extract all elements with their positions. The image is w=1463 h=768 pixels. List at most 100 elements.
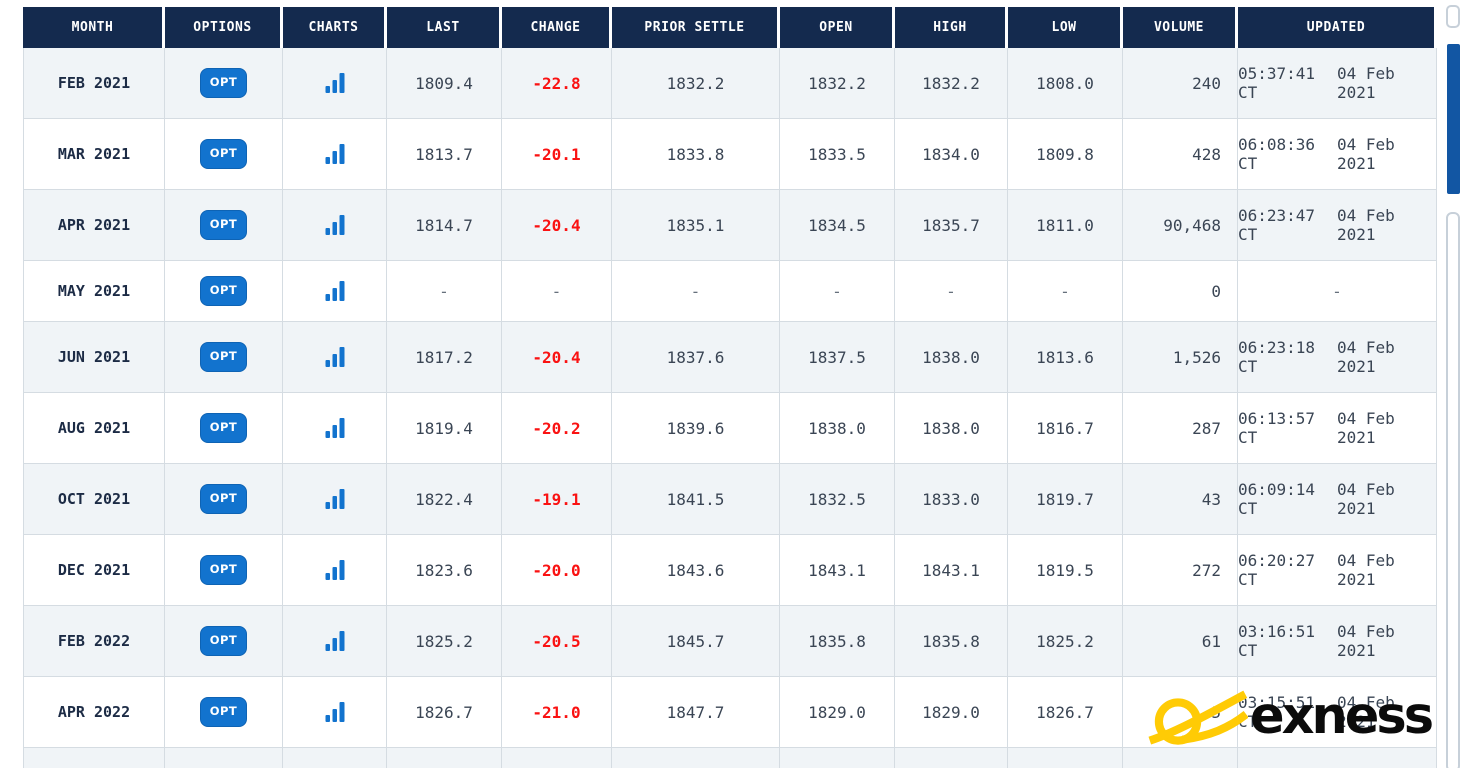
cell-prior-settle: 1847.7 — [612, 677, 780, 748]
cell-prior-settle: 1835.1 — [612, 190, 780, 261]
bar-chart-icon[interactable] — [325, 143, 345, 165]
options-button[interactable]: OPT — [199, 210, 248, 240]
cell-open: 1832.5 — [780, 464, 895, 535]
cell-updated: 06:23:18 CT 04 Feb 2021 — [1238, 322, 1437, 393]
updated-date: 04 Feb 2021 — [1337, 480, 1395, 518]
bar-chart-icon[interactable] — [325, 72, 345, 94]
updated-date: 04 Feb 2021 — [1337, 64, 1395, 102]
cell-updated: 05:37:41 CT 04 Feb 2021 — [1238, 48, 1437, 119]
header-cell-prior-settle: PRIOR SETTLE — [612, 7, 780, 48]
cell-updated: 06:20:27 CT 04 Feb 2021 — [1238, 535, 1437, 606]
cell-prior-settle: 1841.5 — [612, 464, 780, 535]
cell-open: 1837.5 — [780, 322, 895, 393]
cell-options: OPT — [165, 535, 283, 606]
cell-charts — [283, 119, 387, 190]
cell-last: 1813.7 — [387, 119, 502, 190]
options-button[interactable]: OPT — [199, 697, 248, 727]
cell-last: 1819.4 — [387, 393, 502, 464]
cell-change: -20.5 — [502, 606, 612, 677]
updated-time: 06:20:27 CT — [1238, 551, 1316, 589]
cell-charts — [283, 677, 387, 748]
cell-month: APR 2021 — [23, 190, 165, 261]
cell-low: 1825.2 — [1008, 606, 1123, 677]
options-button[interactable]: OPT — [199, 626, 248, 656]
cell-charts — [283, 535, 387, 606]
options-button[interactable]: OPT — [199, 139, 248, 169]
updated-time: 06:08:36 CT — [1238, 135, 1316, 173]
cell-options: OPT — [165, 393, 283, 464]
cell-open: 1835.8 — [780, 606, 895, 677]
updated-time: 05:37:41 CT — [1238, 64, 1316, 102]
cell-low: 1819.5 — [1008, 535, 1123, 606]
cell-last — [387, 748, 502, 768]
scrollbar-thumb[interactable] — [1447, 44, 1460, 194]
updated-time: 06:13:57 CT — [1238, 409, 1316, 447]
cell-options: OPT — [165, 677, 283, 748]
cell-options: OPT — [165, 190, 283, 261]
cell-month: FEB 2021 — [23, 48, 165, 119]
bar-chart-icon[interactable] — [325, 417, 345, 439]
bar-chart-icon[interactable] — [325, 214, 345, 236]
header-cell-change: CHANGE — [502, 7, 612, 48]
cell-high: 1834.0 — [895, 119, 1008, 190]
updated-time: 03:16:51 CT — [1238, 622, 1316, 660]
cell-charts — [283, 48, 387, 119]
options-button[interactable]: OPT — [199, 413, 248, 443]
cell-last: - — [387, 261, 502, 322]
scrollbar-track[interactable] — [1446, 212, 1460, 768]
options-button[interactable]: OPT — [199, 68, 248, 98]
cell-volume: 287 — [1123, 393, 1238, 464]
cell-charts — [283, 322, 387, 393]
cell-charts — [283, 606, 387, 677]
cell-change — [502, 748, 612, 768]
cell-prior-settle: 1832.2 — [612, 48, 780, 119]
cell-prior-settle: 1837.6 — [612, 322, 780, 393]
cell-volume: 43 — [1123, 464, 1238, 535]
header-cell-options: OPTIONS — [165, 7, 283, 48]
options-button[interactable]: OPT — [199, 484, 248, 514]
options-button[interactable]: OPT — [199, 276, 248, 306]
cell-change: - — [502, 261, 612, 322]
cell-open — [780, 748, 895, 768]
cell-open: 1832.2 — [780, 48, 895, 119]
cell-high: - — [895, 261, 1008, 322]
header-cell-high: HIGH — [895, 7, 1008, 48]
updated-time: - — [1332, 281, 1342, 301]
bar-chart-icon[interactable] — [325, 701, 345, 723]
cell-updated: 06:08:36 CT 04 Feb 2021 — [1238, 119, 1437, 190]
cell-volume: 272 — [1123, 535, 1238, 606]
header-cell-month: MONTH — [23, 7, 165, 48]
exness-logo-text: exness — [1250, 687, 1434, 746]
cell-change: -20.2 — [502, 393, 612, 464]
bar-chart-icon[interactable] — [325, 488, 345, 510]
cell-last: 1826.7 — [387, 677, 502, 748]
cell-low: 1813.6 — [1008, 322, 1123, 393]
cell-last: 1817.2 — [387, 322, 502, 393]
scrollbar-track-top[interactable] — [1446, 5, 1460, 28]
cell-options: OPT — [165, 48, 283, 119]
bar-chart-icon[interactable] — [325, 280, 345, 302]
options-button[interactable]: OPT — [199, 342, 248, 372]
cell-month: AUG 2021 — [23, 393, 165, 464]
cell-change: -20.0 — [502, 535, 612, 606]
cell-high — [895, 748, 1008, 768]
cell-open: 1834.5 — [780, 190, 895, 261]
bar-chart-icon[interactable] — [325, 630, 345, 652]
updated-date: 04 Feb 2021 — [1337, 693, 1395, 731]
header-cell-low: LOW — [1008, 7, 1123, 48]
cell-low: 1816.7 — [1008, 393, 1123, 464]
cell-high: 1832.2 — [895, 48, 1008, 119]
cell-charts — [283, 748, 387, 768]
options-button[interactable]: OPT — [199, 555, 248, 585]
updated-date: 04 Feb 2021 — [1337, 135, 1395, 173]
cell-low — [1008, 748, 1123, 768]
cell-volume: 1,526 — [1123, 322, 1238, 393]
bar-chart-icon[interactable] — [325, 559, 345, 581]
cell-charts — [283, 261, 387, 322]
cell-volume: 0 — [1123, 261, 1238, 322]
cell-updated: 06:23:47 CT 04 Feb 2021 — [1238, 190, 1437, 261]
bar-chart-icon[interactable] — [325, 346, 345, 368]
cell-prior-settle — [612, 748, 780, 768]
updated-time: 06:23:18 CT — [1238, 338, 1316, 376]
